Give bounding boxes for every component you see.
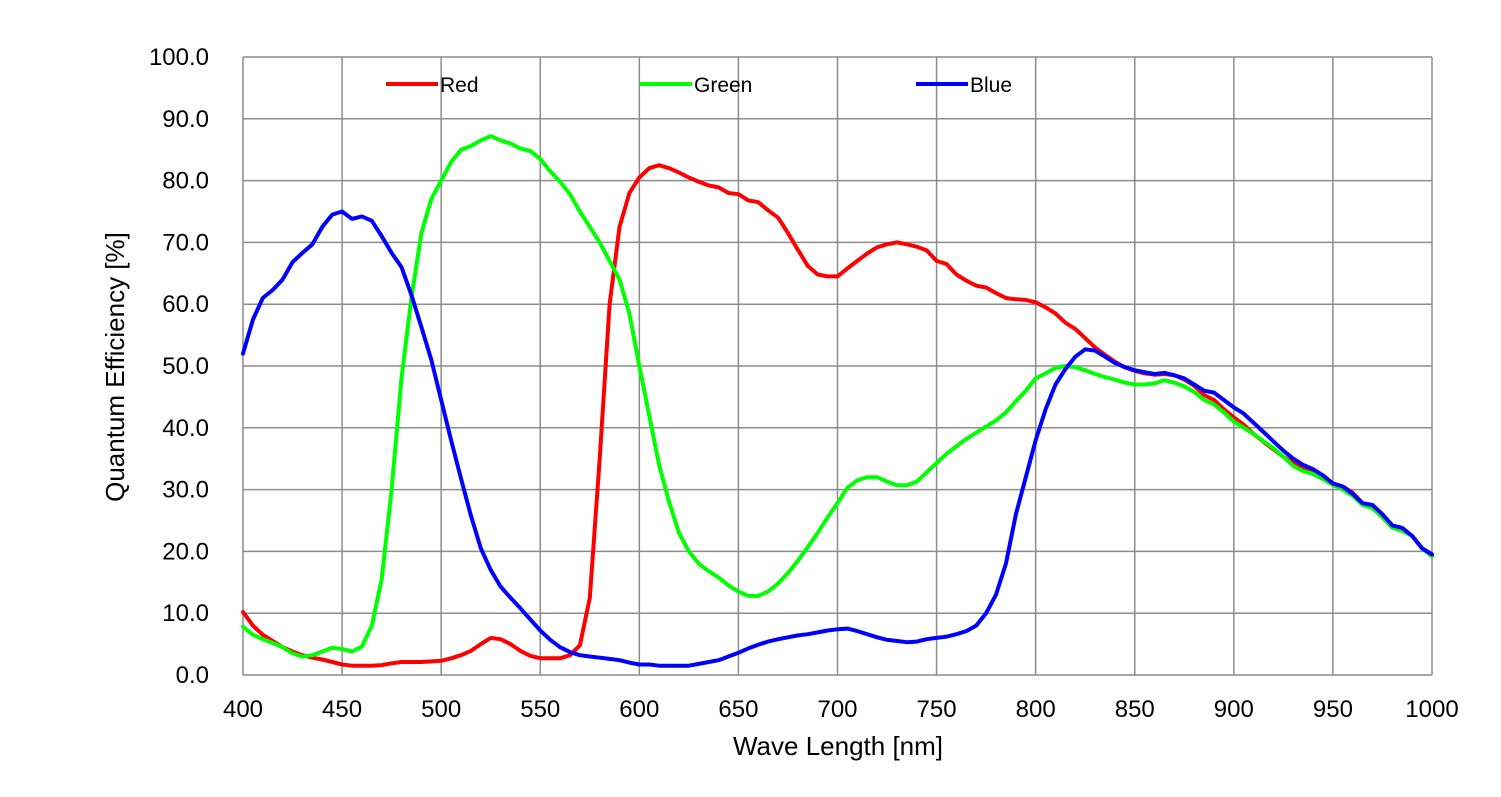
- y-axis-title: Quantum Efficiency [%]: [100, 232, 130, 502]
- y-axis-tick-labels: 0.0 10.0 20.0 30.0 40.0 50.0 60.0 70.0 80.0 90.0 1…: [149, 44, 209, 689]
- x-tick-label: 800: [1016, 696, 1056, 723]
- x-axis-title: Wave Length [nm]: [733, 731, 943, 761]
- x-tick-label: 450: [322, 696, 362, 723]
- x-tick-label: 500: [421, 696, 461, 723]
- x-tick-label: 950: [1313, 696, 1353, 723]
- legend: Red Green Blue: [386, 74, 1012, 97]
- y-tick-label: 80.0: [162, 168, 209, 195]
- y-tick-label: 0.0: [176, 662, 209, 689]
- x-axis-tick-labels: 400 450 500 550 600 650 700 750 800 850 900 950 1000: [223, 696, 1459, 723]
- y-tick-label: 70.0: [162, 229, 209, 256]
- y-tick-label: 40.0: [162, 415, 209, 442]
- x-tick-label: 700: [817, 696, 857, 723]
- y-tick-label: 90.0: [162, 106, 209, 133]
- y-tick-label: 10.0: [162, 600, 209, 627]
- series-layer: [241, 134, 1434, 668]
- x-tick-label: 400: [223, 696, 263, 723]
- y-tick-label: 100.0: [149, 44, 209, 71]
- x-tick-label: 750: [917, 696, 957, 723]
- legend-label-green: Green: [694, 74, 752, 97]
- series-line-green: [241, 134, 1434, 659]
- series-line-blue: [241, 209, 1434, 668]
- y-tick-label: 20.0: [162, 538, 209, 565]
- y-tick-label: 30.0: [162, 477, 209, 504]
- x-tick-label: 600: [619, 696, 659, 723]
- legend-label-red: Red: [440, 74, 479, 97]
- x-tick-label: 850: [1115, 696, 1155, 723]
- x-tick-label: 900: [1214, 696, 1254, 723]
- series-line-red: [241, 163, 1434, 668]
- x-tick-label: 550: [520, 696, 560, 723]
- legend-label-blue: Blue: [970, 74, 1012, 97]
- grid: [242, 56, 1433, 676]
- y-tick-label: 50.0: [162, 353, 209, 380]
- y-tick-label: 60.0: [162, 291, 209, 318]
- x-tick-label: 1000: [1405, 696, 1458, 723]
- x-tick-label: 650: [718, 696, 758, 723]
